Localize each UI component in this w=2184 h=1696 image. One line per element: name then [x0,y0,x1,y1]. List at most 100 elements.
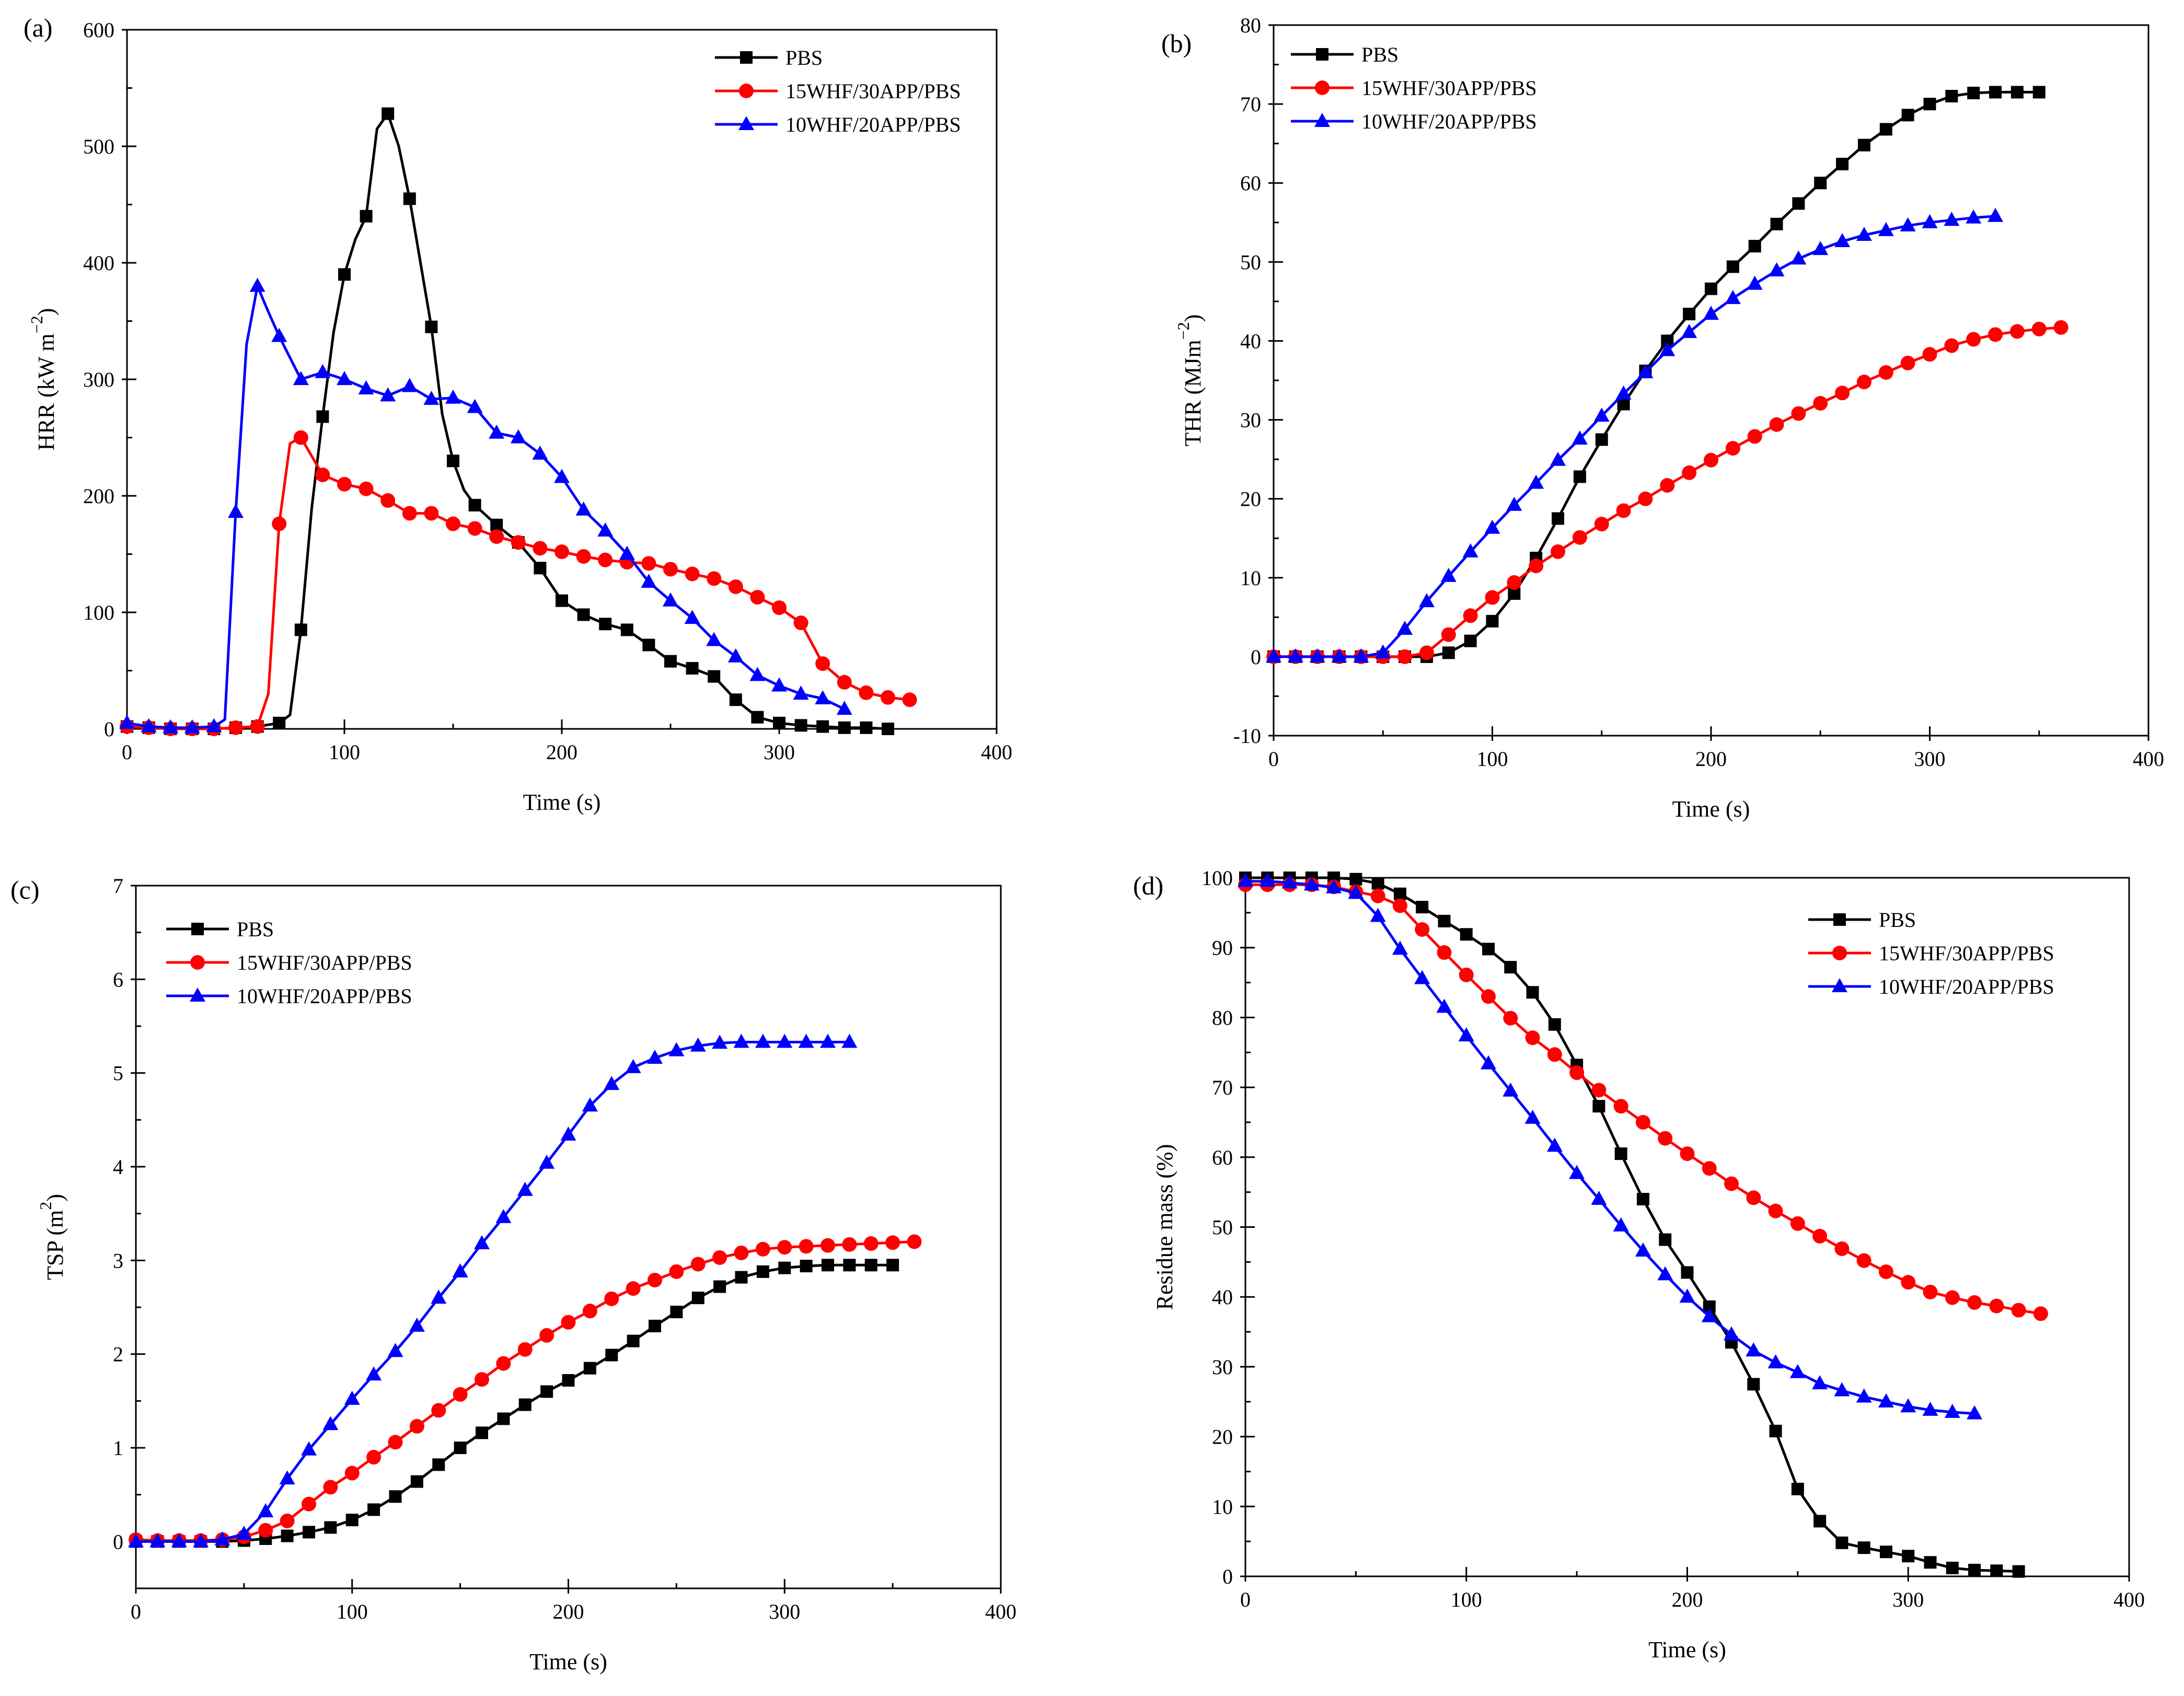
y-tick-label: 10 [1240,566,1261,590]
data-point-15whf-30app-pbs [2009,324,2025,339]
data-point-10whf-20app-pbs [1392,940,1408,955]
data-point-pbs [1989,86,2002,99]
data-point-10whf-20app-pbs [532,445,548,460]
y-tick-label: 40 [1212,1285,1233,1309]
y-tick-label: 200 [83,484,114,508]
data-point-15whf-30app-pbs [511,535,526,550]
y-tick-label: 70 [1212,1076,1233,1099]
data-point-10whf-20app-pbs [668,1042,685,1056]
data-point-10whf-20app-pbs [1370,908,1386,922]
data-point-pbs [1552,512,1565,525]
data-point-10whf-20app-pbs [380,387,396,402]
legend-swatch-marker [1832,946,1847,960]
data-point-15whf-30app-pbs [1635,1114,1650,1130]
data-point-15whf-30app-pbs [1724,1176,1739,1191]
data-point-15whf-30app-pbs [2053,320,2069,335]
data-point-pbs [534,562,547,575]
data-point-15whf-30app-pbs [366,1449,382,1465]
series-10whf-20app-pbs [1266,207,2004,663]
data-point-10whf-20app-pbs [1546,1137,1563,1152]
x-tick-label: 0 [1240,1588,1251,1611]
data-point-pbs [1464,634,1477,647]
legend-label: PBS [785,46,823,69]
data-point-pbs [1792,197,1805,210]
data-point-10whf-20app-pbs [1259,873,1276,887]
y-tick-label: 4 [113,1155,123,1179]
series-10whf-20app-pbs [128,1033,858,1548]
y-axis-title-base: HRR (kW m [33,333,59,450]
data-point-10whf-20app-pbs [1503,1082,1519,1097]
data-point-15whf-30app-pbs [1441,627,1456,642]
data-point-10whf-20app-pbs [771,677,787,692]
data-point-pbs [1769,1424,1782,1437]
data-point-15whf-30app-pbs [1856,375,1871,390]
data-point-15whf-30app-pbs [467,521,482,536]
x-tick-label: 100 [337,1600,368,1623]
data-point-10whf-20app-pbs [560,1126,576,1141]
data-point-15whf-30app-pbs [859,685,874,700]
data-point-15whf-30app-pbs [315,467,330,482]
data-point-10whf-20app-pbs [474,1235,490,1250]
y-tick-label: 0 [104,717,114,741]
legend-label: 15WHF/30APP/PBS [1361,76,1537,100]
data-point-pbs [447,455,459,468]
data-point-pbs [882,723,894,735]
data-point-10whf-20app-pbs [119,714,135,729]
y-tick-label: 0 [1222,1565,1233,1588]
data-point-pbs [1770,217,1783,230]
data-point-pbs [2032,86,2046,99]
data-point-15whf-30app-pbs [1878,1264,1893,1280]
data-point-15whf-30app-pbs [1392,898,1407,913]
data-point-10whf-20app-pbs [1789,1364,1806,1378]
data-point-10whf-20app-pbs [1900,1398,1916,1413]
data-point-pbs [1814,177,1827,190]
data-point-10whf-20app-pbs [149,1533,166,1548]
data-point-pbs [686,662,699,675]
data-point-10whf-20app-pbs [1436,998,1452,1013]
data-point-pbs [1990,1564,2003,1577]
data-point-10whf-20app-pbs [495,1209,512,1223]
y-axis-title-close: ) [1180,315,1206,322]
data-point-pbs [389,1490,402,1503]
x-axis-title: Time (s) [1648,1637,1726,1663]
data-point-10whf-20app-pbs [1303,876,1320,891]
legend: PBS 15WHF/30APP/PBS 10WHF/20APP/PBS [166,917,412,1008]
data-point-15whf-30app-pbs [734,1245,749,1260]
y-axis-title: TSP (m2) [36,1194,68,1280]
data-point-pbs [367,1503,380,1516]
data-point-10whf-20app-pbs [798,1033,814,1048]
data-point-pbs [303,1526,315,1539]
data-point-10whf-20app-pbs [1528,474,1544,489]
data-point-10whf-20app-pbs [1591,1191,1607,1205]
series-line-10whf-20app-pbs [1272,215,1997,658]
data-point-pbs [316,410,329,423]
data-point-pbs [1442,646,1455,659]
data-point-10whf-20app-pbs [431,1290,447,1304]
data-point-pbs [1393,887,1406,900]
data-point-15whf-30app-pbs [1591,1083,1607,1098]
data-point-10whf-20app-pbs [1812,241,1829,255]
data-point-10whf-20app-pbs [214,1531,230,1546]
data-point-10whf-20app-pbs [1681,323,1697,338]
data-point-pbs [2012,1565,2025,1578]
data-point-pbs [708,670,721,683]
data-point-pbs [1857,138,1870,152]
x-tick-label: 200 [553,1600,584,1623]
series-10whf-20app-pbs [119,277,852,734]
data-point-pbs [691,1292,704,1305]
data-point-15whf-30app-pbs [388,1435,403,1450]
data-point-10whf-20app-pbs [1615,385,1632,400]
legend-swatch-marker [190,955,205,970]
data-point-15whf-30app-pbs [1901,1275,1916,1290]
data-point-10whf-20app-pbs [597,522,614,537]
data-point-10whf-20app-pbs [366,1366,382,1381]
data-point-10whf-20app-pbs [510,429,526,444]
data-point-pbs [800,1260,813,1273]
data-point-pbs [1416,901,1429,914]
data-point-10whf-20app-pbs [1659,342,1675,356]
data-point-10whf-20app-pbs [1571,430,1588,445]
data-point-15whf-30app-pbs [1638,491,1653,506]
data-point-10whf-20app-pbs [163,719,179,734]
y-tick-label: 5 [113,1062,123,1085]
